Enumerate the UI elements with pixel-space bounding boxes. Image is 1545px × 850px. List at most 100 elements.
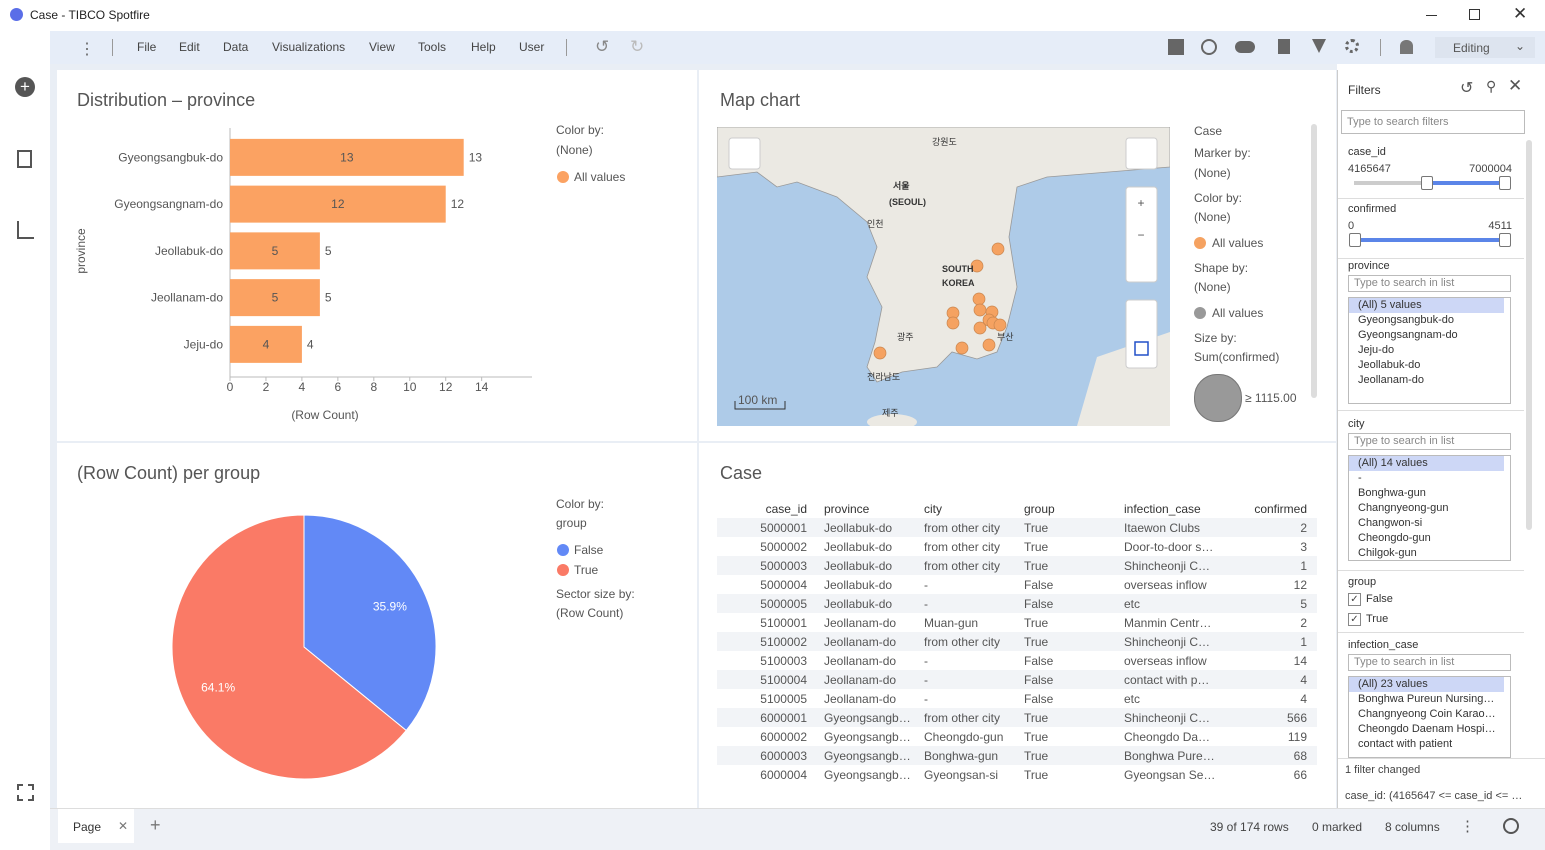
- range-max: 4511: [1488, 220, 1512, 232]
- notifications-icon[interactable]: [1400, 40, 1413, 54]
- list-search[interactable]: Type to search in list: [1348, 275, 1511, 292]
- menu-dots[interactable]: ⋮: [79, 41, 95, 58]
- list-item[interactable]: Changwon-si: [1358, 517, 1423, 529]
- checkbox[interactable]: ✓: [1348, 593, 1361, 606]
- table-cell: 5100004: [760, 673, 807, 687]
- page-name: Page: [73, 820, 102, 834]
- menu-item[interactable]: Help: [471, 40, 496, 54]
- list-item[interactable]: (All) 5 values: [1349, 298, 1504, 313]
- menu-item[interactable]: Data: [223, 40, 249, 54]
- legend-entry: True: [574, 563, 599, 577]
- row-band: [717, 746, 1317, 765]
- mode-selector[interactable]: Editing ⌄: [1435, 37, 1535, 58]
- minimize[interactable]: [1426, 15, 1437, 16]
- table-cell: etc: [1124, 597, 1141, 611]
- menu-item[interactable]: Visualizations: [272, 40, 346, 54]
- divider: [1338, 570, 1524, 571]
- list-item[interactable]: Jeollanam-do: [1358, 374, 1425, 386]
- map-marker: [973, 321, 987, 335]
- map-button: [728, 137, 761, 170]
- slider-handle[interactable]: [1421, 176, 1433, 190]
- list-item[interactable]: (All) 14 values: [1349, 456, 1504, 471]
- menu-item[interactable]: Tools: [418, 40, 447, 54]
- scale-label: 100 km: [738, 393, 777, 407]
- checkbox[interactable]: ✓: [1348, 613, 1361, 626]
- settings-icon[interactable]: [1345, 39, 1359, 53]
- table-cell: Jeollanam-do: [824, 692, 897, 706]
- more-icon[interactable]: ⋮: [1460, 818, 1475, 835]
- list-item[interactable]: Jeollabuk-do: [1358, 359, 1421, 371]
- table-cell: Gyeongsangb…: [824, 730, 911, 744]
- search-icon[interactable]: [1201, 39, 1217, 55]
- legend-text: Case: [1194, 124, 1223, 138]
- table-cell: from other city: [924, 635, 1001, 649]
- list-item[interactable]: Changnyeong Coin Karao…: [1358, 708, 1496, 720]
- table-cell: 2: [1300, 616, 1307, 630]
- add-page[interactable]: +: [150, 815, 161, 835]
- filter-search[interactable]: Type to search filters: [1341, 110, 1525, 134]
- filters-title: Filters: [1348, 83, 1381, 97]
- list-item[interactable]: Cheongdo-gun: [1358, 532, 1431, 544]
- redo[interactable]: ↻: [630, 37, 645, 56]
- list-item[interactable]: contact with patient: [1358, 738, 1453, 750]
- list-search[interactable]: Type to search in list: [1348, 654, 1511, 671]
- table-cell: Gyeongsangb…: [824, 768, 911, 782]
- map-marker: [970, 259, 984, 273]
- list-item[interactable]: Gyeongsangbuk-do: [1358, 314, 1455, 326]
- table-cell: -: [924, 578, 928, 592]
- close-icon[interactable]: ✕: [1508, 76, 1523, 95]
- pin-icon[interactable]: ⚲: [1486, 78, 1497, 94]
- globe-icon[interactable]: [1503, 818, 1519, 834]
- list-item[interactable]: Changnyeong-gun: [1358, 502, 1449, 514]
- row-band: [717, 708, 1317, 727]
- table-cell: Jeollabuk-do: [824, 578, 893, 592]
- page-tab[interactable]: Page ✕: [58, 809, 134, 843]
- table-cell: 4: [1300, 673, 1307, 687]
- flow-icon[interactable]: [17, 784, 34, 801]
- undo[interactable]: ↺: [595, 37, 610, 56]
- layout-icon[interactable]: [1168, 39, 1184, 55]
- reset-icon[interactable]: ↺: [1460, 80, 1474, 97]
- close-tab[interactable]: ✕: [118, 819, 129, 833]
- slice-label: 64.1%: [201, 681, 235, 695]
- bar-label: 12: [331, 197, 345, 211]
- filter-icon[interactable]: [1312, 39, 1326, 53]
- list-item[interactable]: Gyeongsangnam-do: [1358, 329, 1458, 341]
- list-item[interactable]: Jeju-do: [1358, 344, 1395, 356]
- data-icon[interactable]: [17, 150, 32, 168]
- map-marker: [993, 318, 1007, 332]
- place-label: 강원도: [932, 137, 957, 147]
- separator: [112, 39, 113, 56]
- slider-handle[interactable]: [1499, 176, 1511, 190]
- menu-item[interactable]: Edit: [179, 40, 200, 54]
- bookmark-icon[interactable]: [1278, 39, 1290, 54]
- table-cell: 12: [1293, 578, 1307, 592]
- header-cell: infection_case: [1124, 502, 1201, 516]
- y-tick-label: Jeollabuk-do: [155, 244, 223, 258]
- menu-item[interactable]: User: [519, 40, 545, 54]
- list-item[interactable]: Bonghwa-gun: [1358, 487, 1426, 499]
- list-item[interactable]: Bonghwa Pureun Nursing…: [1358, 693, 1495, 705]
- menu-item[interactable]: File: [137, 40, 157, 54]
- list-item[interactable]: -: [1358, 472, 1362, 484]
- row-band: [717, 594, 1317, 613]
- close[interactable]: ✕: [1513, 4, 1528, 23]
- table-cell: 6000003: [760, 749, 807, 763]
- list-item[interactable]: Cheongdo Daenam Hospi…: [1358, 723, 1496, 735]
- maximize[interactable]: [1469, 9, 1480, 20]
- zoom-out: −: [1137, 228, 1144, 242]
- add-icon[interactable]: +: [15, 77, 35, 97]
- list-item[interactable]: Chilgok-gun: [1358, 547, 1417, 559]
- list-search[interactable]: Type to search in list: [1348, 433, 1511, 450]
- slider-handle[interactable]: [1499, 233, 1511, 247]
- slider-handle[interactable]: [1349, 233, 1361, 247]
- list-item[interactable]: (All) 23 values: [1349, 677, 1504, 692]
- table-cell: True: [1024, 768, 1049, 782]
- divider: [1338, 410, 1524, 411]
- legend-text: Color by:: [1194, 191, 1243, 205]
- menu-item[interactable]: View: [369, 40, 395, 54]
- bar-chart: 0 2 4 6 8 10 12 14 Gyeongsangbuk-do 13 13 Gyeongsan…: [74, 123, 625, 422]
- chat-icon[interactable]: [1235, 41, 1255, 53]
- viz-icon[interactable]: [17, 221, 34, 239]
